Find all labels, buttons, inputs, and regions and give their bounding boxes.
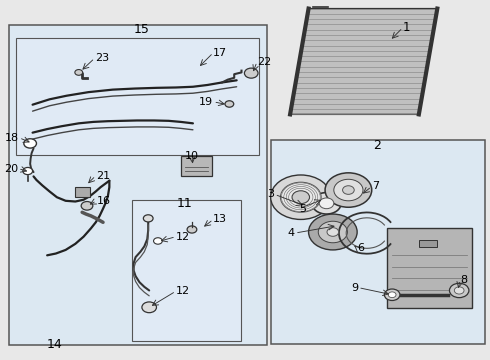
Circle shape bbox=[24, 139, 36, 148]
Circle shape bbox=[187, 226, 197, 233]
Circle shape bbox=[23, 167, 32, 175]
Circle shape bbox=[75, 69, 83, 75]
Text: 2: 2 bbox=[373, 139, 382, 152]
Text: 19: 19 bbox=[199, 97, 213, 107]
Circle shape bbox=[144, 215, 153, 222]
Circle shape bbox=[309, 214, 357, 250]
Text: 12: 12 bbox=[176, 286, 190, 296]
FancyBboxPatch shape bbox=[181, 156, 212, 176]
Circle shape bbox=[245, 68, 258, 78]
Text: 3: 3 bbox=[268, 189, 274, 199]
Bar bbox=[132, 200, 241, 341]
Bar bbox=[387, 228, 472, 309]
Text: 23: 23 bbox=[95, 53, 109, 63]
Text: 12: 12 bbox=[176, 232, 190, 242]
Circle shape bbox=[153, 238, 162, 244]
Text: 6: 6 bbox=[357, 243, 364, 253]
Circle shape bbox=[388, 292, 396, 298]
Circle shape bbox=[384, 289, 400, 301]
Circle shape bbox=[225, 101, 234, 107]
Text: 20: 20 bbox=[4, 163, 18, 174]
Circle shape bbox=[142, 302, 156, 313]
Text: 17: 17 bbox=[213, 48, 227, 58]
Circle shape bbox=[81, 202, 93, 210]
Circle shape bbox=[280, 182, 321, 212]
Text: 11: 11 bbox=[176, 197, 192, 210]
Bar bbox=[75, 187, 90, 197]
Text: 7: 7 bbox=[372, 181, 379, 192]
Text: 21: 21 bbox=[96, 171, 110, 181]
Text: 13: 13 bbox=[213, 215, 227, 224]
Polygon shape bbox=[290, 9, 437, 114]
Text: 16: 16 bbox=[97, 196, 111, 206]
Text: 18: 18 bbox=[5, 133, 19, 143]
Circle shape bbox=[334, 179, 363, 201]
Bar bbox=[270, 140, 486, 344]
Text: 9: 9 bbox=[351, 283, 358, 293]
Text: 5: 5 bbox=[299, 204, 306, 214]
Text: 14: 14 bbox=[47, 338, 62, 351]
Bar bbox=[9, 25, 267, 345]
Text: 4: 4 bbox=[288, 228, 295, 238]
Circle shape bbox=[449, 283, 469, 298]
Circle shape bbox=[454, 287, 464, 294]
Circle shape bbox=[319, 198, 334, 209]
Circle shape bbox=[327, 228, 339, 236]
Circle shape bbox=[325, 173, 372, 207]
Text: 15: 15 bbox=[134, 23, 150, 36]
Bar bbox=[419, 239, 437, 247]
Circle shape bbox=[318, 221, 347, 243]
Circle shape bbox=[312, 193, 341, 214]
Text: 22: 22 bbox=[257, 57, 271, 67]
Text: 8: 8 bbox=[460, 275, 467, 285]
Text: 10: 10 bbox=[185, 150, 199, 161]
Circle shape bbox=[343, 186, 354, 194]
Circle shape bbox=[270, 175, 331, 220]
Bar bbox=[16, 39, 259, 155]
Circle shape bbox=[292, 191, 310, 204]
Text: 1: 1 bbox=[403, 21, 410, 34]
